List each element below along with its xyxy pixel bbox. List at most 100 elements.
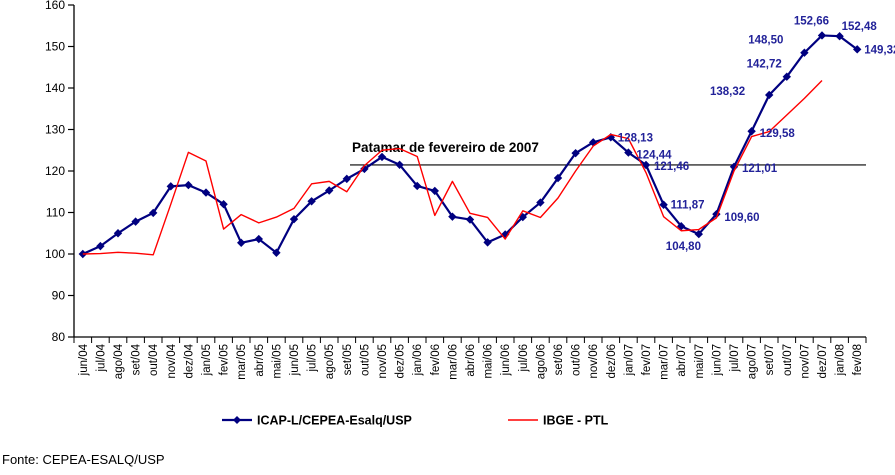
legend-label-ibge: IBGE - PTL [543, 414, 609, 428]
y-tick-label: 80 [52, 330, 66, 344]
data-point-marker [641, 160, 651, 170]
x-tick-label: jun/06 [500, 344, 512, 376]
data-point-marker [237, 238, 246, 247]
data-point-marker [536, 198, 545, 207]
x-tick-label: nov/05 [377, 344, 389, 379]
data-point-marker [395, 160, 404, 169]
x-tick-label: jun/04 [78, 343, 90, 376]
x-tick-label: out/04 [148, 343, 160, 376]
x-tick-label: nov/07 [799, 344, 811, 379]
data-point-marker [289, 214, 299, 224]
y-tick-label: 150 [45, 40, 65, 54]
series-line-ibge [82, 80, 823, 256]
x-tick-label: jun/07 [711, 344, 723, 376]
data-point-label: 128,13 [618, 132, 653, 144]
x-tick-label: jul/06 [518, 344, 530, 373]
data-point-marker [571, 148, 580, 158]
data-point-marker [413, 181, 422, 191]
data-point-marker [254, 234, 263, 244]
data-point-marker [712, 209, 721, 219]
data-point-marker [659, 200, 668, 209]
x-tick-label: jul/04 [95, 343, 107, 372]
data-point-marker [483, 238, 492, 247]
x-tick-label: nov/06 [588, 344, 600, 379]
data-point-marker [817, 31, 827, 40]
x-tick-label: ago/04 [113, 343, 125, 379]
x-tick-label: mar/07 [659, 344, 671, 380]
chart-canvas: 80 90 100 110 120 130 140 150 160 jun/04 jul/04 ago… [45, 0, 895, 428]
x-tick-label: mai/06 [483, 344, 495, 379]
x-tick-label: dez/05 [395, 344, 407, 379]
legend-label-icap: ICAP-L/CEPEA-Esalq/USP [257, 414, 412, 428]
x-tick-label: dez/04 [183, 343, 195, 378]
data-point-marker [553, 173, 563, 183]
y-tick-label: 120 [45, 164, 65, 178]
x-tick-label: jun/05 [289, 344, 301, 376]
x-tick-label: mar/06 [447, 344, 459, 380]
data-point-label: 152,48 [842, 21, 878, 33]
data-point-marker [465, 215, 475, 224]
x-tick-label: dez/06 [606, 344, 618, 379]
x-tick-label: abr/06 [465, 344, 477, 377]
source-note: Fonte: CEPEA-ESALQ/USP [2, 452, 165, 467]
data-point-marker [448, 212, 457, 221]
x-tick-label: fev/05 [219, 344, 231, 375]
data-point-label: 148,50 [748, 35, 783, 47]
x-tick-label: fev/06 [430, 344, 442, 375]
x-tick-label: set/04 [131, 343, 143, 375]
data-point-marker [800, 48, 809, 57]
data-point-marker [184, 180, 193, 190]
data-point-marker [325, 186, 334, 195]
data-point-marker [149, 208, 158, 218]
x-tick-label: jul/05 [307, 344, 319, 373]
x-tick-label: ago/06 [535, 344, 547, 379]
y-tick-label: 100 [45, 247, 65, 261]
data-point-marker [606, 133, 615, 142]
x-tick-label: jan/07 [623, 344, 635, 376]
data-point-marker [782, 72, 791, 81]
data-point-label: 121,01 [742, 163, 778, 175]
x-tick-label: ago/05 [324, 344, 336, 379]
legend-marker-icap [233, 416, 241, 424]
data-point-label: 104,80 [666, 241, 701, 253]
x-tick-label: abr/05 [254, 344, 266, 377]
data-point-marker [272, 248, 281, 257]
data-point-marker [360, 164, 369, 174]
x-tick-label: jan/05 [201, 344, 213, 376]
data-point-label: 149,32 [864, 44, 895, 56]
x-tick-label: mai/05 [271, 344, 283, 379]
data-point-marker [307, 197, 316, 206]
x-tick-label: fev/08 [852, 344, 864, 375]
y-tick-label: 160 [45, 0, 65, 12]
data-point-marker [729, 162, 739, 172]
x-tick-label: jan/08 [835, 344, 847, 376]
data-point-marker [677, 221, 686, 231]
y-tick-label: 130 [45, 123, 65, 137]
data-point-marker [624, 148, 633, 157]
data-point-marker [518, 212, 527, 222]
y-tick-label: 90 [52, 289, 66, 303]
x-tick-label: set/07 [764, 344, 776, 375]
data-point-marker [853, 45, 862, 54]
data-point-marker [835, 32, 844, 41]
x-tick-label: nov/04 [166, 343, 178, 378]
data-point-label: 129,58 [760, 128, 796, 140]
data-point-label: 109,60 [724, 212, 759, 224]
y-tick-label: 140 [45, 81, 65, 95]
x-tick-label: set/05 [342, 344, 354, 375]
x-tick-label: set/06 [553, 344, 565, 375]
data-point-label: 138,32 [710, 86, 745, 98]
x-tick-label: dez/07 [817, 344, 829, 379]
reference-line-label: Patamar de fevereiro de 2007 [352, 140, 539, 155]
data-point-marker [131, 217, 140, 226]
x-tick-label: mai/07 [694, 344, 706, 379]
data-point-marker [342, 174, 351, 184]
line-chart: 80 90 100 110 120 130 140 150 160 jun/04 jul/04 ago… [45, 0, 895, 428]
x-tick-label: jan/06 [412, 344, 424, 376]
data-point-marker [113, 229, 123, 238]
data-point-marker [219, 200, 228, 209]
data-point-marker [747, 127, 756, 136]
x-tick-label: jul/07 [729, 344, 741, 373]
data-point-label: 111,87 [671, 200, 705, 212]
